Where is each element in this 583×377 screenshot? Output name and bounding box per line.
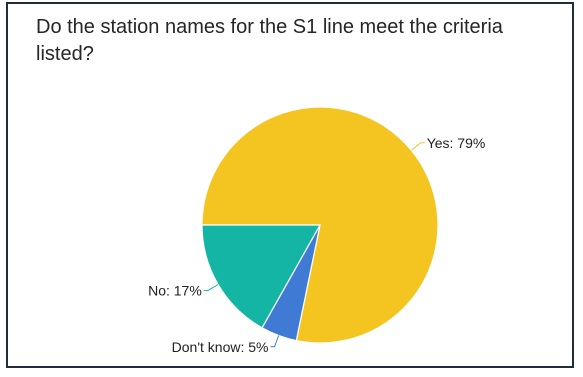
slice-label-don-t-know: Don't know: 5% [172,339,269,355]
pie-chart: Yes: 79% Don't know: 5% No: 17% [148,106,485,355]
leader-line-yes [411,142,425,151]
chart-title: Do the station names for the S1 line mee… [36,16,503,65]
slice-labels: Yes: 79% Don't know: 5% No: 17% [148,135,485,355]
pie-slices [201,106,439,344]
leader-line-don-t-know [270,335,280,348]
slice-label-yes: Yes: 79% [427,135,486,151]
slice-label-no: No: 17% [148,283,202,299]
chart-card: Do the station names for the S1 line mee… [6,2,574,368]
leader-line-no [203,284,219,292]
